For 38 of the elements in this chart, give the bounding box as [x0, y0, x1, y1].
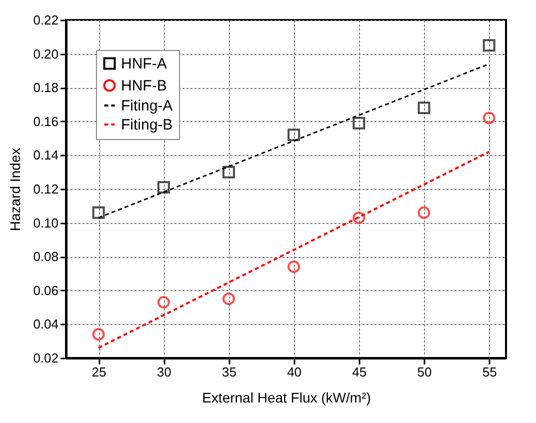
- x-tick-label: 45: [352, 364, 367, 380]
- point: [288, 128, 300, 142]
- x-axis-title: External Heat Flux (kW/m²): [202, 390, 371, 406]
- point: [222, 292, 235, 306]
- x-tick-label: 40: [287, 364, 302, 380]
- y-tick-label: 0.18: [33, 80, 58, 96]
- point: [482, 112, 496, 124]
- y-tick-label: 0.16: [33, 114, 58, 129]
- y-tick-label: 0.20: [33, 46, 58, 62]
- point: [92, 206, 105, 219]
- point: [222, 166, 235, 178]
- y-tick-label: 0.14: [33, 148, 58, 163]
- legend-label: Fiting-A: [121, 98, 173, 114]
- x-tick-label: 25: [92, 364, 106, 380]
- legend-label: HNF-B: [121, 78, 167, 94]
- x-tick-label: 30: [156, 364, 172, 380]
- y-tick-label: 0.08: [33, 249, 58, 264]
- point: [352, 116, 366, 130]
- point: [157, 296, 170, 308]
- point: [418, 102, 430, 114]
- point: [352, 211, 366, 224]
- y-tick-label: 0.10: [33, 215, 58, 230]
- y-tick-label: 0.22: [33, 12, 58, 28]
- y-tick-label: 0.12: [33, 182, 58, 196]
- y-tick-label: 0.04: [33, 316, 58, 332]
- y-axis-title: Hazard Index: [7, 148, 24, 232]
- x-tick-label: 50: [417, 364, 432, 380]
- point: [418, 206, 430, 219]
- legend-label: HNF-A: [121, 56, 167, 72]
- x-tick-label: 55: [482, 364, 497, 380]
- point: [288, 260, 300, 273]
- point: [482, 39, 496, 52]
- x-tick-label: 35: [222, 364, 236, 380]
- legend-label: Fiting-B: [121, 116, 173, 134]
- y-tick-label: 0.06: [33, 282, 58, 298]
- y-tick-label: 0.02: [33, 350, 58, 366]
- point: [92, 328, 105, 341]
- point: [157, 181, 170, 194]
